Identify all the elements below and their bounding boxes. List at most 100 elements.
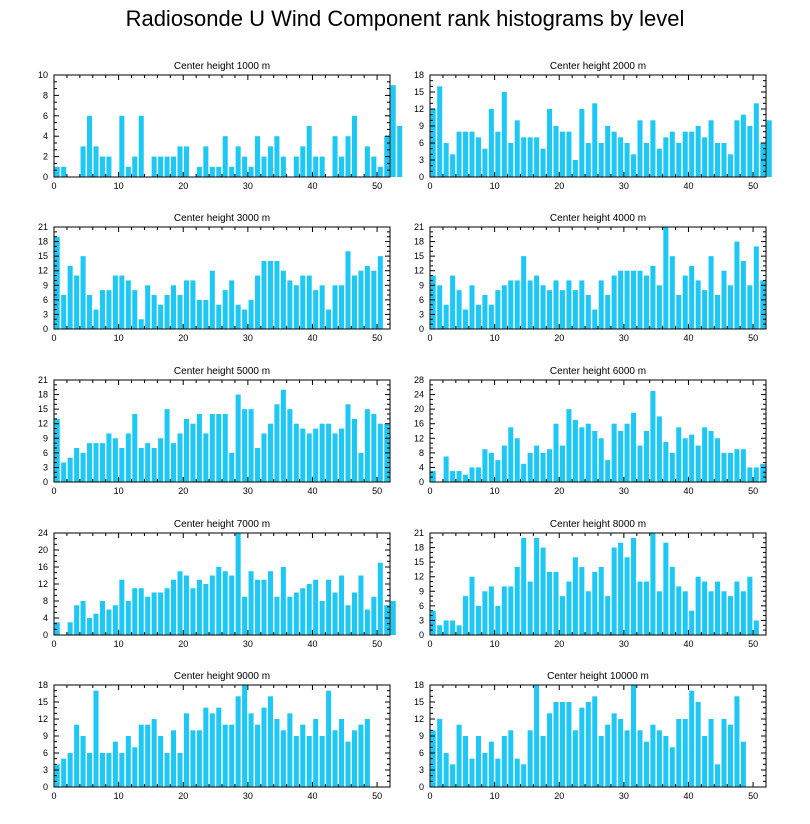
- histogram-bar: [319, 601, 325, 635]
- y-tick-label: 12: [414, 572, 424, 582]
- histogram-bar: [183, 713, 189, 787]
- histogram-bar: [508, 427, 514, 482]
- histogram-bar: [209, 575, 215, 635]
- histogram-bar: [80, 601, 86, 635]
- histogram-bar: [371, 270, 377, 329]
- histogram-bar: [183, 575, 189, 635]
- histogram-bar: [475, 736, 481, 787]
- histogram-panel: Center height 8000 m 0 10 20 30 40 50 0 3 6 9 12 15 1…: [414, 519, 767, 649]
- histogram-bar: [572, 730, 578, 787]
- histogram-bar: [61, 462, 67, 482]
- histogram-bar: [656, 416, 662, 482]
- histogram-bar: [482, 591, 488, 635]
- histogram-panel: Center height 2000 m 0 10 20 30 40 50 0 3 6 9 12 15 1…: [414, 61, 772, 191]
- histogram-bar: [605, 295, 611, 329]
- histogram-bar: [216, 166, 222, 177]
- histogram-bar: [727, 596, 733, 635]
- y-tick-label: 12: [414, 433, 424, 443]
- histogram-bar: [663, 736, 669, 787]
- histogram-bar: [437, 625, 443, 635]
- histogram-bar: [527, 730, 533, 787]
- histogram-bar: [300, 724, 306, 787]
- histogram-bar: [501, 586, 507, 635]
- histogram-bar: [456, 625, 462, 635]
- histogram-bar: [151, 592, 157, 635]
- x-tick-label: 0: [51, 791, 56, 801]
- histogram-bar: [534, 537, 540, 635]
- x-tick-label: 50: [372, 333, 382, 343]
- histogram-bar: [351, 592, 357, 635]
- histogram-bar: [715, 295, 721, 329]
- y-tick-label: 15: [414, 697, 424, 707]
- y-tick-label: 18: [414, 70, 424, 80]
- histogram-panel: Center height 1000 m 0 10 20 30 40 50 0 2 4 6 8 10: [38, 61, 403, 191]
- histogram-bar: [151, 156, 157, 177]
- histogram-bar: [255, 724, 261, 787]
- histogram-bar: [514, 120, 520, 177]
- histogram-bar: [190, 423, 196, 482]
- histogram-bar: [456, 290, 462, 329]
- histogram-bar: [437, 285, 443, 329]
- y-tick-label: 8: [43, 90, 48, 100]
- histogram-bar: [450, 471, 456, 482]
- histogram-bar: [280, 730, 286, 787]
- x-tick-label: 30: [619, 486, 629, 496]
- y-tick-label: 9: [419, 280, 424, 290]
- histogram-bar: [106, 290, 112, 329]
- x-tick-label: 0: [427, 486, 432, 496]
- y-tick-label: 12: [38, 419, 48, 429]
- histogram-bar: [624, 270, 630, 329]
- histogram-bar: [164, 753, 170, 787]
- histogram-bar: [611, 131, 617, 177]
- y-tick-label: 6: [419, 295, 424, 305]
- histogram-bar: [676, 719, 682, 787]
- histogram-bar: [611, 713, 617, 787]
- histogram-panel: Center height 7000 m 0 10 20 30 40 50 0 4 8 12 16 20…: [38, 519, 396, 649]
- histogram-bar: [171, 156, 177, 177]
- y-tick-label: 24: [414, 390, 424, 400]
- x-tick-label: 10: [114, 333, 124, 343]
- x-tick-label: 10: [114, 639, 124, 649]
- y-tick-label: 8: [419, 448, 424, 458]
- histogram-bar: [261, 579, 267, 635]
- histogram-bar: [656, 730, 662, 787]
- histogram-bar: [579, 109, 585, 177]
- histogram-bar: [708, 256, 714, 329]
- histogram-bar: [158, 592, 164, 635]
- y-tick-label: 0: [419, 324, 424, 334]
- histogram-bar: [482, 449, 488, 482]
- histogram-bar: [203, 433, 209, 482]
- histogram-bar: [132, 156, 138, 177]
- y-tick-label: 6: [43, 111, 48, 121]
- histogram-bar: [547, 449, 553, 482]
- histogram-bar: [345, 741, 351, 787]
- histogram-bar: [93, 146, 99, 177]
- histogram-bar: [469, 758, 475, 787]
- histogram-bar: [339, 285, 345, 329]
- histogram-bar: [54, 418, 60, 482]
- histogram-bar: [501, 736, 507, 787]
- y-tick-label: 0: [43, 324, 48, 334]
- y-tick-label: 0: [419, 477, 424, 487]
- histogram-bar: [313, 156, 319, 177]
- histogram-bar: [656, 591, 662, 635]
- histogram-bar: [656, 285, 662, 329]
- histogram-bar: [222, 724, 228, 787]
- y-tick-label: 9: [419, 121, 424, 131]
- y-tick-label: 24: [38, 528, 48, 538]
- histogram-bar: [618, 431, 624, 482]
- histogram-bar: [351, 730, 357, 787]
- histogram-bar: [721, 719, 727, 787]
- y-tick-label: 12: [38, 266, 48, 276]
- histogram-bar: [87, 618, 93, 635]
- histogram-bar: [469, 131, 475, 177]
- histogram-bar: [598, 736, 604, 787]
- histogram-bar: [351, 418, 357, 482]
- histogram-bar: [196, 299, 202, 329]
- histogram-bar: [521, 463, 527, 482]
- panel-title: Center height 4000 m: [550, 213, 646, 224]
- y-tick-label: 3: [419, 615, 424, 625]
- histogram-bar: [119, 275, 125, 329]
- y-tick-label: 12: [414, 266, 424, 276]
- histogram-bar: [358, 452, 364, 482]
